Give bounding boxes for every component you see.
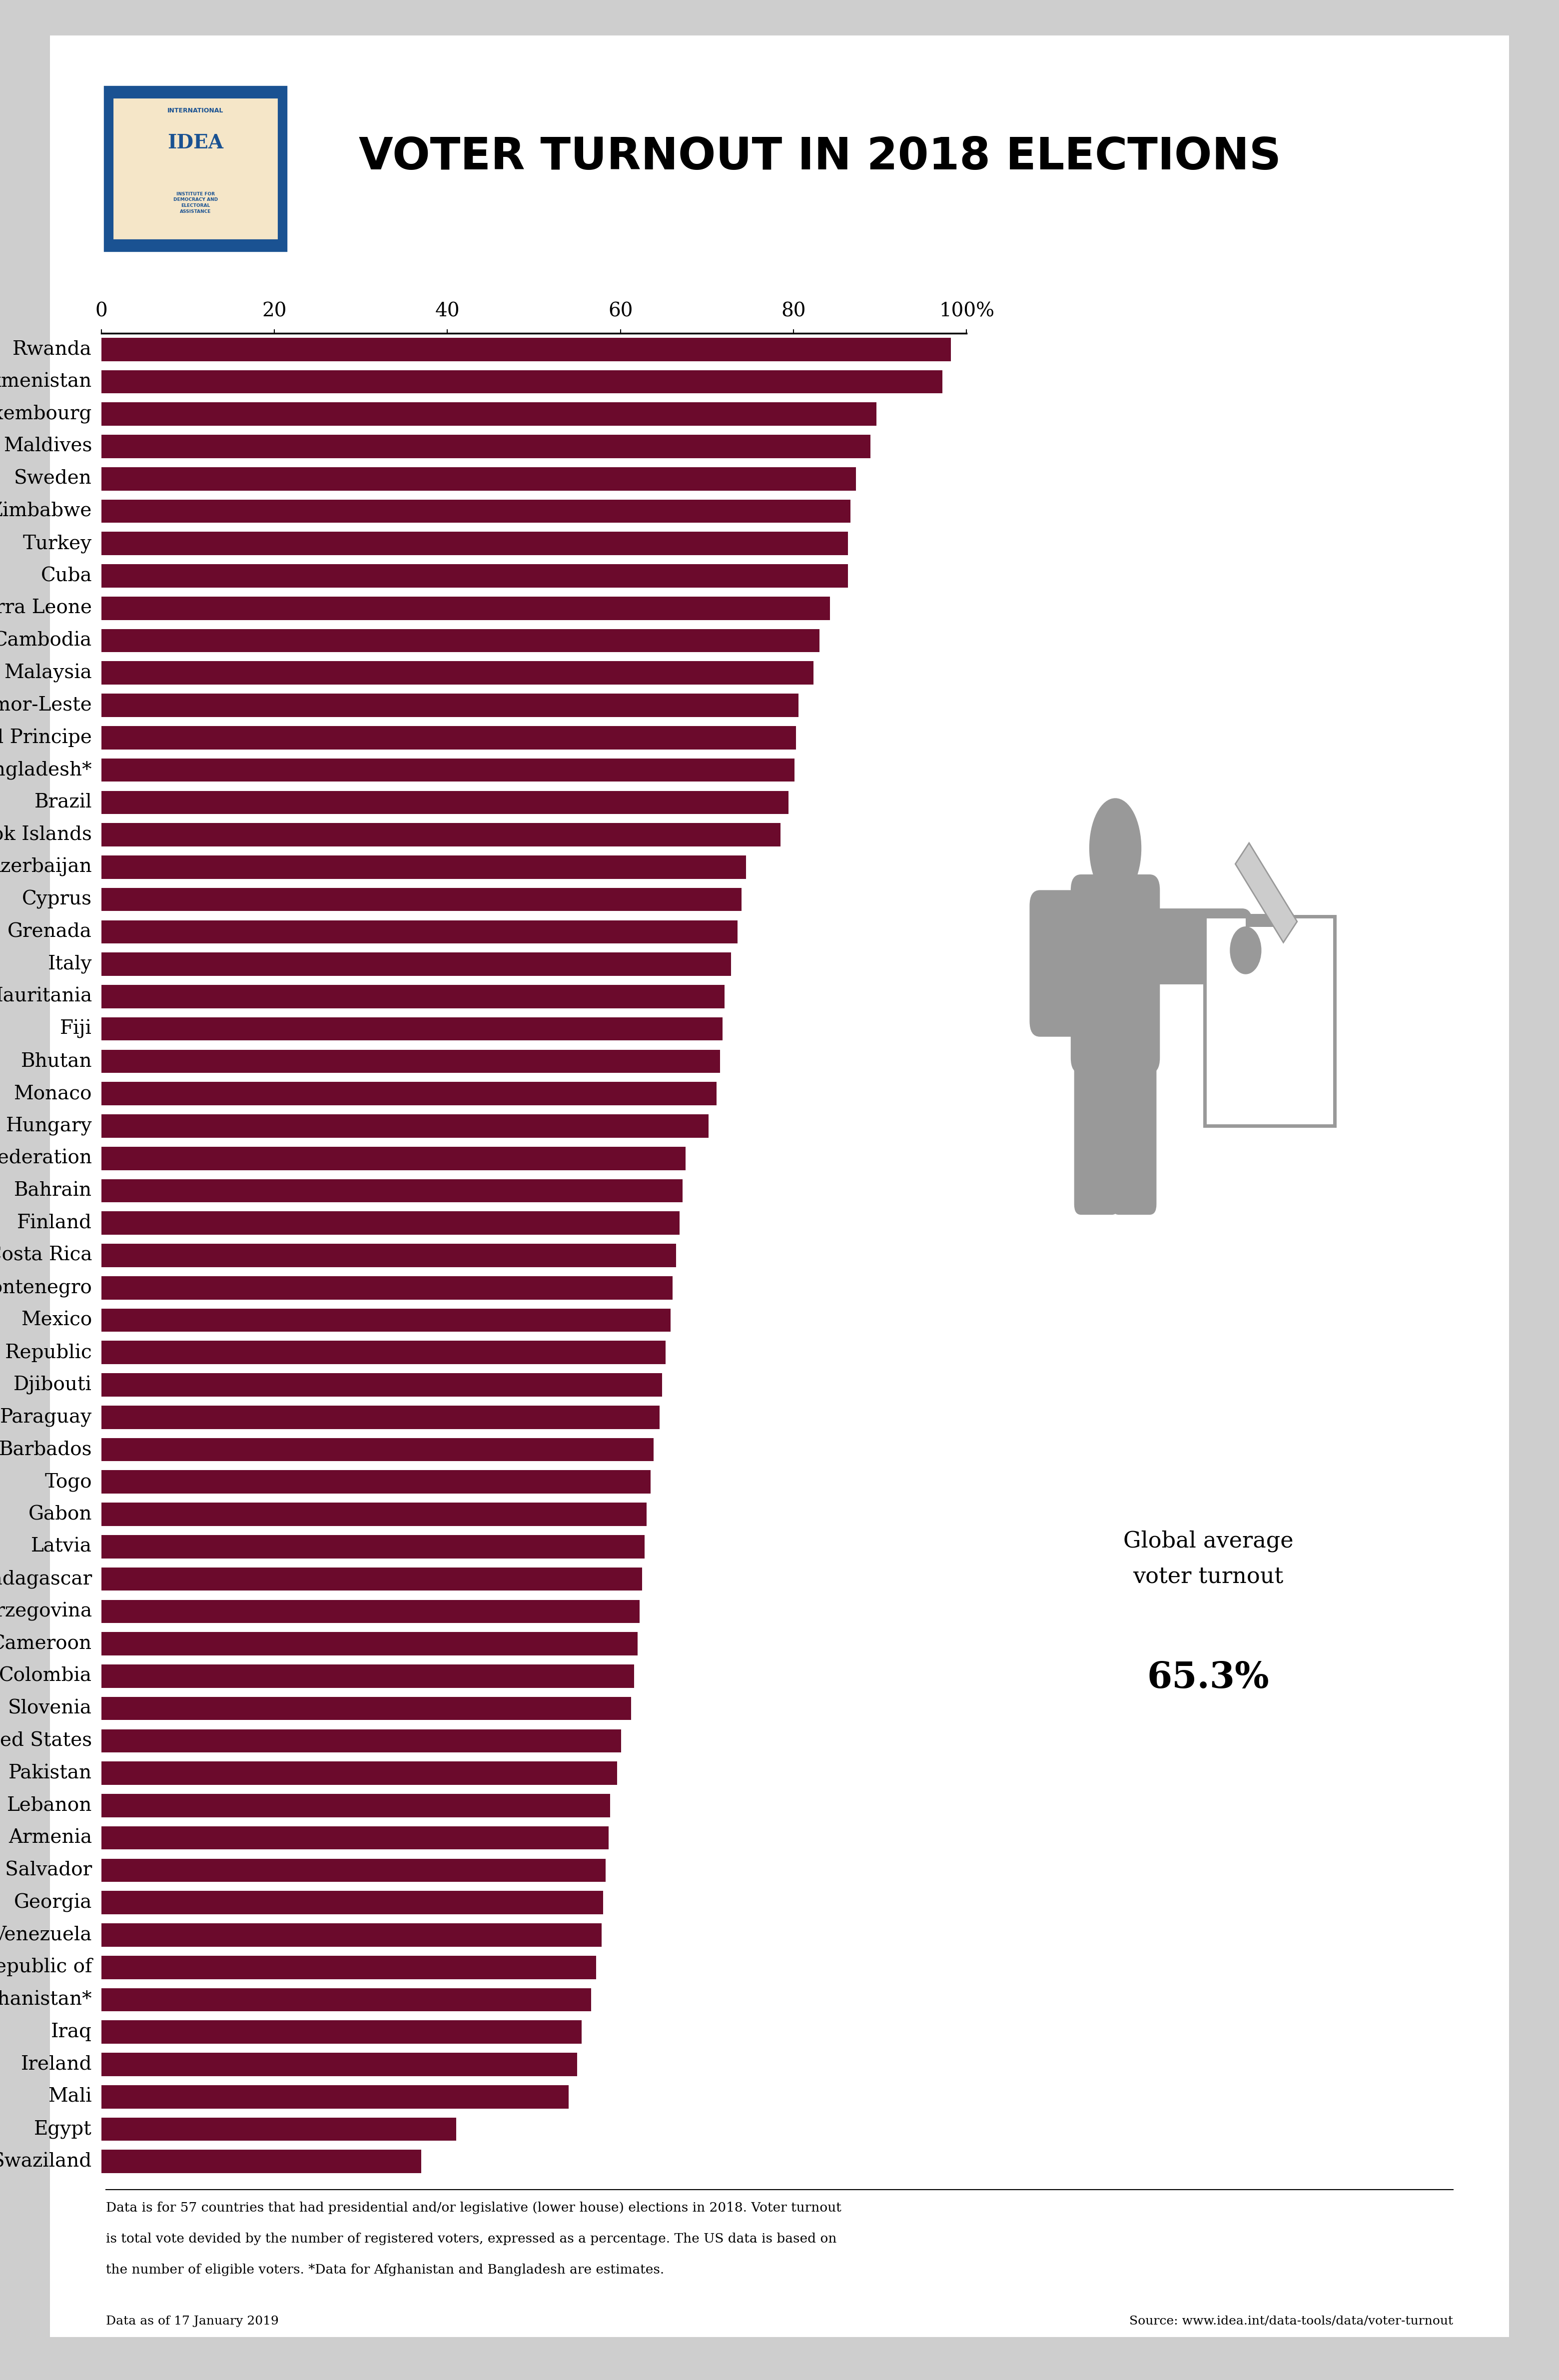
Bar [101,1730,622,1752]
Bar [101,597,829,619]
Bar [101,823,781,847]
FancyBboxPatch shape [1112,1047,1157,1214]
Bar [101,1016,722,1040]
Bar [101,1211,680,1235]
Bar [101,1340,666,1364]
Bar [101,1178,683,1202]
Bar [101,1664,635,1687]
Text: Data is for 57 countries that had presidential and/or legislative (lower house) : Data is for 57 countries that had presid… [106,2202,842,2213]
Bar [101,628,820,652]
Bar [101,338,951,362]
Bar [101,1568,642,1590]
Bar [101,693,798,716]
Bar [101,1761,617,1785]
Bar [101,1407,659,1428]
Bar [101,1892,603,1914]
Bar [101,1309,670,1333]
Bar [101,921,737,942]
Bar [101,531,848,555]
Bar [101,1697,631,1721]
Bar [101,726,797,750]
Circle shape [1230,926,1261,973]
Ellipse shape [1090,797,1141,897]
Bar [101,500,851,524]
Bar [101,1599,639,1623]
Bar [101,1050,720,1073]
FancyBboxPatch shape [1071,873,1160,1073]
Bar [101,1987,591,2011]
FancyBboxPatch shape [1205,916,1335,1126]
Text: INSTITUTE FOR
DEMOCRACY AND
ELECTORAL
ASSISTANCE: INSTITUTE FOR DEMOCRACY AND ELECTORAL AS… [173,193,218,214]
Text: is total vote devided by the number of registered voters, expressed as a percent: is total vote devided by the number of r… [106,2232,837,2244]
Bar [101,1373,663,1397]
Bar [101,564,848,588]
Bar [101,436,870,457]
Text: IDEA: IDEA [168,133,223,152]
Bar [101,1535,645,1559]
Bar [101,1923,602,1947]
Bar [101,2149,421,2173]
Bar [101,466,856,490]
Bar [101,1795,610,1818]
Bar [101,1438,653,1461]
Bar [101,1859,606,1883]
Bar [101,2054,577,2075]
Text: 65.3%: 65.3% [1147,1661,1269,1695]
Bar [101,1956,596,1980]
Bar [101,1083,717,1104]
Bar [101,1502,647,1526]
Bar [101,1633,638,1656]
Bar [101,888,742,912]
Bar [101,1825,608,1849]
Bar [101,2118,457,2142]
FancyBboxPatch shape [1029,890,1088,1038]
Bar [101,662,814,685]
Text: Source: www.idea.int/data-tools/data/voter-turnout: Source: www.idea.int/data-tools/data/vot… [1129,2316,1453,2328]
Bar [101,1114,709,1138]
Text: the number of eligible voters. *Data for Afghanistan and Bangladesh are estimate: the number of eligible voters. *Data for… [106,2263,664,2275]
Text: INTERNATIONAL: INTERNATIONAL [167,107,224,114]
Bar [101,369,942,393]
Text: VOTER TURNOUT IN 2018 ELECTIONS: VOTER TURNOUT IN 2018 ELECTIONS [359,136,1281,178]
Bar [101,985,725,1009]
Bar [101,1245,677,1266]
Bar [101,1276,672,1299]
Bar [101,854,745,878]
Bar [101,1471,650,1495]
Bar [101,2021,582,2044]
Bar [101,402,876,426]
Bar [101,1147,686,1171]
Bar [101,952,731,976]
Polygon shape [1235,843,1297,942]
FancyBboxPatch shape [1246,914,1294,926]
Bar [101,790,789,814]
Text: Global average
voter turnout: Global average voter turnout [1122,1530,1294,1587]
Text: Data as of 17 January 2019: Data as of 17 January 2019 [106,2316,279,2328]
Bar [101,2085,569,2109]
FancyBboxPatch shape [1074,1047,1119,1214]
FancyBboxPatch shape [1137,909,1252,985]
Bar [101,759,795,781]
